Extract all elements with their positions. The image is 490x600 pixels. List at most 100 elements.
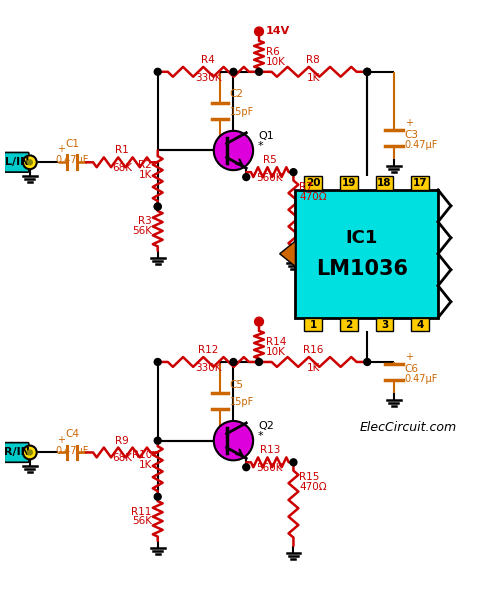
Text: 56K: 56K bbox=[132, 226, 152, 236]
Circle shape bbox=[154, 493, 161, 500]
Circle shape bbox=[23, 446, 37, 460]
Text: 3: 3 bbox=[381, 320, 388, 329]
Text: 14V: 14V bbox=[266, 26, 290, 37]
Text: R14: R14 bbox=[266, 337, 286, 347]
Polygon shape bbox=[280, 241, 295, 266]
Text: R7: R7 bbox=[299, 182, 313, 192]
Text: C2: C2 bbox=[229, 89, 244, 100]
Text: L/IN: L/IN bbox=[5, 157, 29, 167]
Circle shape bbox=[364, 359, 370, 365]
Text: R12: R12 bbox=[198, 345, 219, 355]
Circle shape bbox=[364, 68, 370, 75]
Text: 330K: 330K bbox=[195, 363, 221, 373]
Circle shape bbox=[154, 203, 161, 210]
Text: 470Ω: 470Ω bbox=[299, 482, 327, 492]
Text: Q1: Q1 bbox=[258, 131, 274, 141]
Circle shape bbox=[154, 68, 161, 75]
Text: C5: C5 bbox=[229, 380, 244, 389]
Text: R11: R11 bbox=[131, 506, 152, 517]
Circle shape bbox=[255, 317, 264, 326]
Text: R13: R13 bbox=[260, 445, 280, 455]
Text: 2: 2 bbox=[345, 320, 352, 329]
Text: 0.47µF: 0.47µF bbox=[55, 155, 89, 166]
Text: +: + bbox=[57, 434, 65, 445]
Text: R2: R2 bbox=[138, 160, 152, 170]
Text: 1K: 1K bbox=[306, 363, 320, 373]
Text: C6: C6 bbox=[405, 364, 418, 374]
Text: R10: R10 bbox=[131, 451, 152, 460]
Text: R16: R16 bbox=[303, 345, 323, 355]
Circle shape bbox=[154, 437, 161, 444]
FancyBboxPatch shape bbox=[4, 152, 29, 172]
Circle shape bbox=[214, 421, 253, 460]
FancyBboxPatch shape bbox=[376, 176, 393, 190]
Text: 0.47µF: 0.47µF bbox=[405, 140, 438, 149]
Circle shape bbox=[27, 450, 32, 455]
FancyBboxPatch shape bbox=[340, 176, 358, 190]
Text: +: + bbox=[57, 145, 65, 154]
Text: ElecCircuit.com: ElecCircuit.com bbox=[359, 421, 457, 434]
FancyBboxPatch shape bbox=[4, 443, 29, 462]
Text: C1: C1 bbox=[65, 139, 79, 149]
Text: 19: 19 bbox=[342, 178, 356, 188]
Text: R5: R5 bbox=[263, 155, 277, 165]
Text: R4: R4 bbox=[201, 55, 215, 65]
Text: +: + bbox=[405, 352, 413, 362]
Text: R1: R1 bbox=[115, 145, 129, 155]
Circle shape bbox=[256, 68, 263, 75]
Text: *: * bbox=[258, 140, 264, 151]
Text: R9: R9 bbox=[115, 436, 129, 446]
FancyBboxPatch shape bbox=[340, 318, 358, 331]
Text: C3: C3 bbox=[405, 130, 418, 140]
Text: 4: 4 bbox=[416, 320, 424, 329]
Text: IC1: IC1 bbox=[345, 229, 378, 247]
Text: 10K: 10K bbox=[266, 347, 286, 357]
FancyBboxPatch shape bbox=[412, 176, 429, 190]
Circle shape bbox=[290, 459, 297, 466]
Text: 1K: 1K bbox=[139, 460, 152, 470]
Circle shape bbox=[255, 27, 264, 36]
Text: Q2: Q2 bbox=[258, 421, 274, 431]
FancyBboxPatch shape bbox=[376, 318, 393, 331]
Text: 56K: 56K bbox=[132, 517, 152, 526]
Circle shape bbox=[154, 359, 161, 365]
Circle shape bbox=[154, 203, 161, 210]
Text: 1: 1 bbox=[310, 320, 317, 329]
Text: *: * bbox=[258, 431, 264, 441]
Text: 330K: 330K bbox=[195, 73, 221, 83]
Text: C4: C4 bbox=[65, 428, 79, 439]
Text: 20: 20 bbox=[306, 178, 320, 188]
Text: 68K: 68K bbox=[112, 163, 132, 173]
Circle shape bbox=[230, 68, 237, 75]
Text: R3: R3 bbox=[138, 217, 152, 226]
Text: 1K: 1K bbox=[139, 170, 152, 180]
FancyBboxPatch shape bbox=[295, 190, 438, 318]
Text: R15: R15 bbox=[299, 472, 320, 482]
Text: R6: R6 bbox=[266, 47, 280, 57]
FancyBboxPatch shape bbox=[412, 318, 429, 331]
Text: 470Ω: 470Ω bbox=[299, 192, 327, 202]
Circle shape bbox=[243, 173, 250, 181]
FancyBboxPatch shape bbox=[304, 176, 322, 190]
Text: 15pF: 15pF bbox=[229, 397, 254, 407]
Circle shape bbox=[214, 131, 253, 170]
Text: 1K: 1K bbox=[306, 73, 320, 83]
Text: 15pF: 15pF bbox=[229, 107, 254, 117]
Text: 68K: 68K bbox=[112, 454, 132, 463]
Circle shape bbox=[290, 169, 297, 176]
Text: R8: R8 bbox=[306, 55, 320, 65]
Text: LM1036: LM1036 bbox=[316, 259, 408, 279]
Circle shape bbox=[243, 464, 250, 470]
Text: +: + bbox=[405, 118, 413, 128]
Circle shape bbox=[256, 359, 263, 365]
Text: 18: 18 bbox=[377, 178, 392, 188]
Circle shape bbox=[230, 359, 237, 365]
Circle shape bbox=[27, 160, 32, 165]
Text: 0.47µF: 0.47µF bbox=[55, 446, 89, 455]
Text: 560K: 560K bbox=[257, 173, 283, 183]
Text: 10K: 10K bbox=[266, 57, 286, 67]
Text: 560K: 560K bbox=[257, 463, 283, 473]
Circle shape bbox=[364, 68, 370, 75]
Text: 0.47µF: 0.47µF bbox=[405, 374, 438, 384]
Text: R/IN: R/IN bbox=[4, 448, 30, 457]
